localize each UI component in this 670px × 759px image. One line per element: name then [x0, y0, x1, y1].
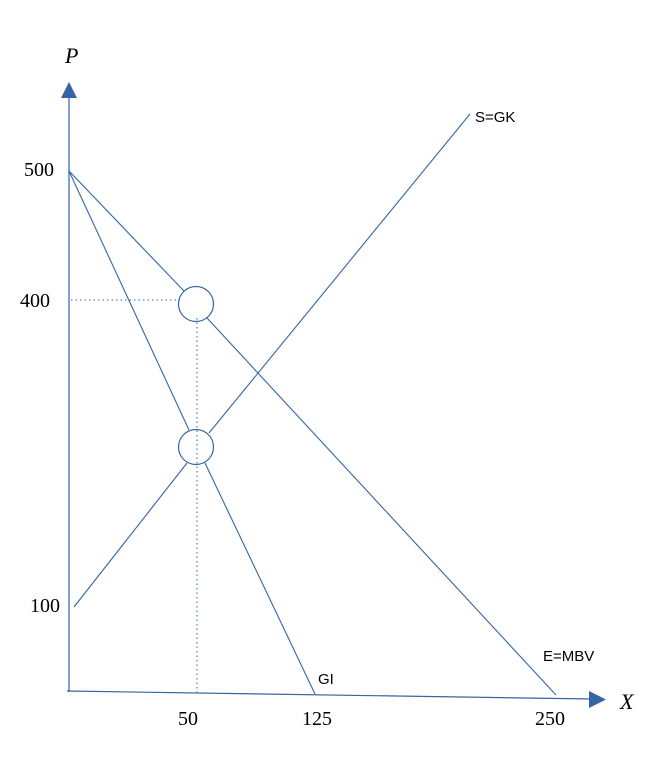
demand-curve-label: E=MBV	[543, 648, 594, 665]
y-axis-label: P	[64, 43, 78, 68]
curve-supply-upper	[208, 113, 471, 434]
marker-point-upper	[177, 285, 215, 323]
curve-marginal-lower	[204, 462, 316, 695]
curve-demand	[68, 170, 185, 292]
supply-curve-label: S=GK	[475, 109, 515, 126]
curve-demand-lower	[206, 317, 557, 696]
y-tick-label: 100	[30, 595, 60, 617]
marker-point-lower	[177, 428, 215, 466]
x-axis-arrow-icon	[589, 691, 606, 708]
x-tick-label: 125	[302, 708, 332, 730]
marginal-curve-label: GI	[318, 671, 334, 688]
curve-marginal	[68, 170, 190, 431]
y-tick-label: 400	[20, 290, 50, 312]
x-axis-label: X	[619, 689, 635, 714]
x-tick-label: 50	[178, 708, 198, 730]
x-tick-label: 250	[535, 708, 565, 730]
y-axis-arrow-icon	[61, 82, 77, 98]
y-axis	[61, 82, 77, 692]
curve-supply	[73, 462, 188, 608]
x-axis	[66, 690, 606, 708]
y-tick-label: 500	[24, 159, 54, 181]
